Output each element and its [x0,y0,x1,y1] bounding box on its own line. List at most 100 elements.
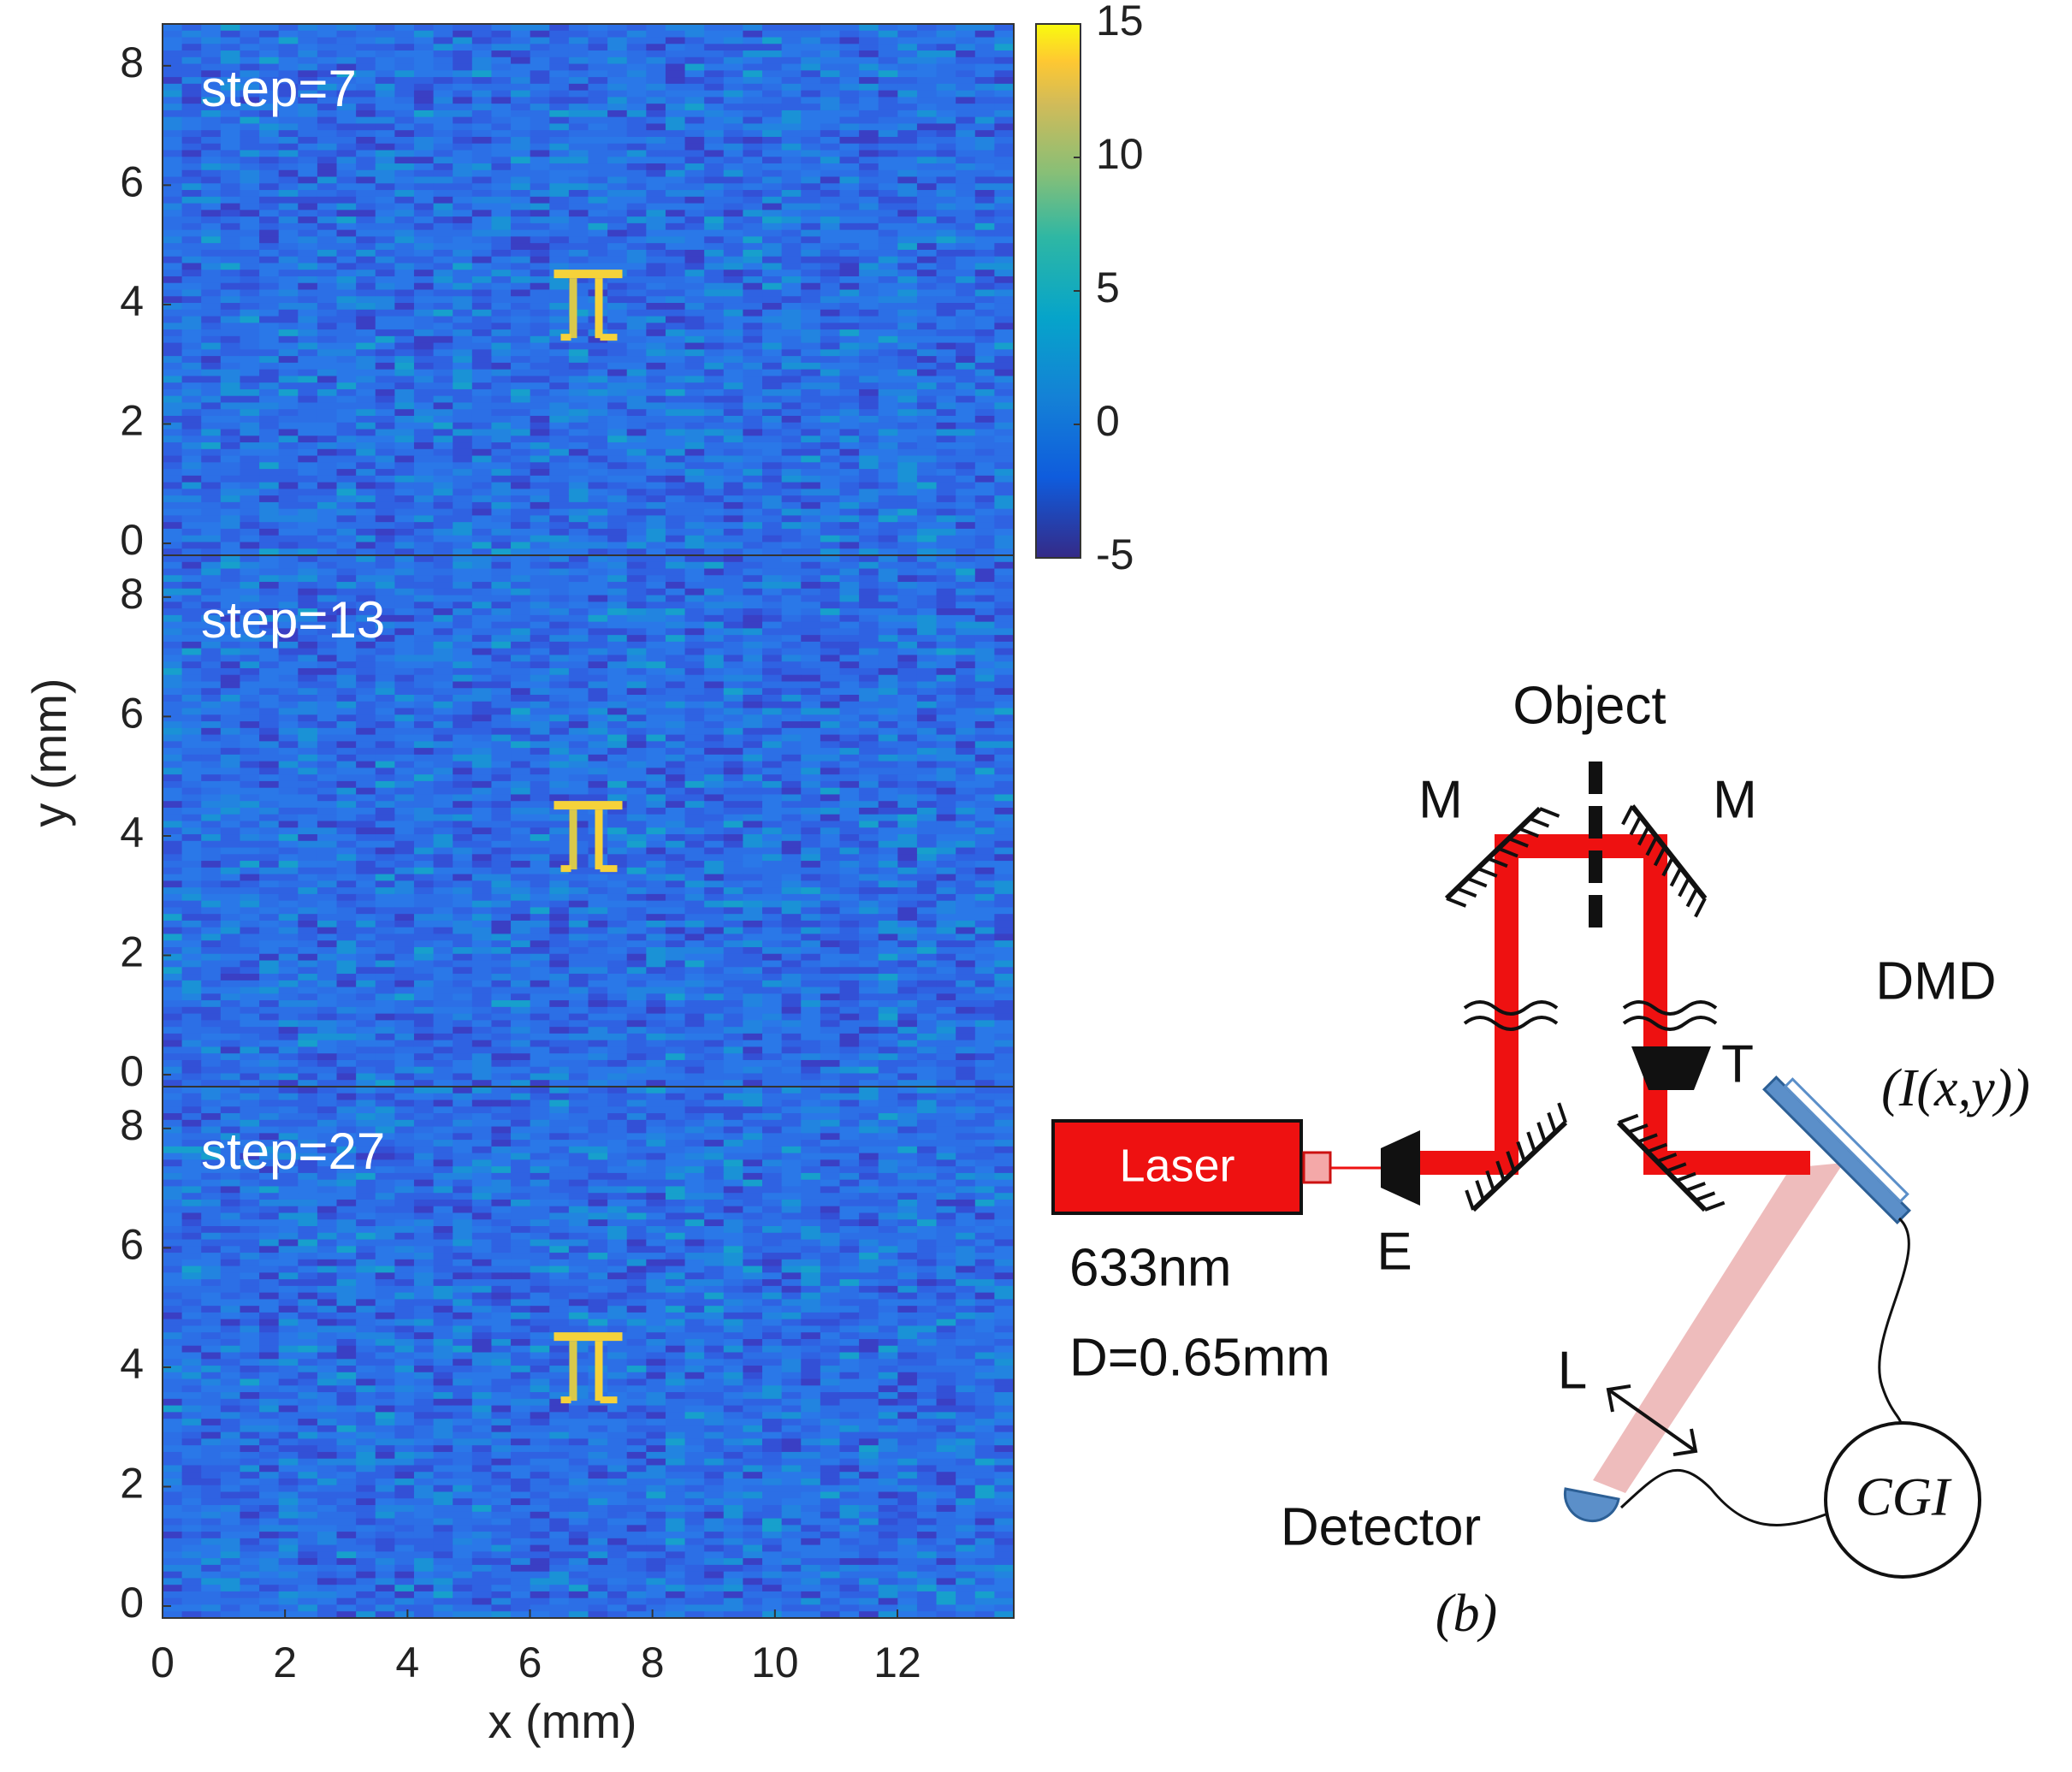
heatmap-cell [317,303,338,311]
heatmap-cell [801,708,821,715]
heatmap-cell [781,648,802,656]
heatmap-cell [684,621,705,629]
heatmap-cell [626,442,647,450]
heatmap-cell [723,608,744,616]
heatmap-cell [684,289,705,297]
heatmap-cell [916,270,938,277]
heatmap-cell [588,196,608,204]
heatmap-cell [607,256,628,264]
heatmap-cell [781,582,802,590]
heatmap-cell [839,110,860,118]
heatmap-cell [433,482,453,489]
heatmap-cell [839,56,860,65]
heatmap-cell [723,203,744,210]
heatmap-cell [511,655,531,662]
heatmap-cell [936,130,956,138]
heatmap-cell [588,395,608,404]
heatmap-cell [916,674,938,683]
heatmap-cell [974,761,995,768]
heatmap-cell [684,303,705,311]
heatmap-cell [897,130,918,138]
heatmap-cell [549,342,570,350]
heatmap-cell [974,489,995,496]
heatmap-cell [626,229,647,237]
heatmap-cell [956,169,976,178]
heatmap-cell [781,110,802,118]
colorbar-tick-label: 5 [1096,264,1120,311]
heatmap-cell [298,369,318,377]
heatmap-cell [646,681,666,689]
heatmap-cell [181,655,202,662]
heatmap-cell [974,356,995,364]
heatmap-cell [491,342,512,350]
heatmap-cell [413,110,435,118]
heatmap-cell [298,714,318,722]
heatmap-cell [394,701,415,709]
heatmap-cell [956,548,976,556]
heatmap-cell [897,436,918,443]
heatmap-cell [511,402,531,410]
heatmap-cell [665,608,686,616]
heatmap-cell [859,595,879,602]
heatmap-cell [956,349,976,357]
heatmap-cell [646,70,666,78]
heatmap-cell [588,123,608,131]
heatmap-cell [201,369,222,377]
heatmap-cell [859,316,879,323]
heatmap-cell [646,588,666,596]
heatmap-cell [375,90,395,98]
heatmap-cell [936,588,956,596]
heatmap-cell [220,216,241,224]
heatmap-cell [723,528,744,536]
heatmap-cell [859,548,879,556]
heatmap-cell [394,229,415,237]
heatmap-cell [897,342,918,350]
heatmap-cell [491,276,512,284]
heatmap-cell [665,282,686,291]
heatmap-cell [298,157,318,164]
heatmap-cell [839,203,860,210]
heatmap-cell [704,303,725,311]
heatmap-cell [607,356,628,364]
heatmap-cell [684,708,705,715]
heatmap-cell [356,482,376,489]
heatmap-cell [220,110,241,118]
heatmap-cell [956,90,976,98]
heatmap-cell [936,263,956,270]
heatmap-cell [588,448,608,457]
heatmap-cell [936,356,956,364]
heatmap-cell [859,362,879,370]
heatmap-cell [974,77,995,85]
heatmap-cell [878,402,898,410]
heatmap-cell [974,63,995,71]
heatmap-cell [936,641,956,649]
heatmap-cell [916,316,938,323]
heatmap-cell [549,614,570,623]
heatmap-cell [801,436,821,443]
heatmap-cell [259,741,280,749]
heatmap-cell [897,289,918,297]
heatmap-cell [181,674,202,683]
heatmap-cell [878,535,898,543]
heatmap-cell [878,522,898,530]
heatmap-cell [259,695,280,702]
heatmap-cell [394,335,415,344]
heatmap-cell [163,501,183,510]
heatmap-cell [994,628,1015,636]
heatmap-cell [626,169,647,178]
heatmap-cell [743,528,763,536]
heatmap-cell [278,429,299,436]
heatmap-cell [511,555,531,563]
heatmap-cell [549,588,570,596]
heatmap-cell [259,83,280,92]
heatmap-cell [626,575,647,583]
heatmap-cell [878,236,898,244]
heatmap-cell [762,329,783,337]
heatmap-cell [356,203,376,210]
heatmap-cell [723,316,744,323]
heatmap-cell [413,329,435,337]
heatmap-cell [453,176,473,184]
heatmap-cell [163,50,183,58]
heatmap-cell [897,309,918,317]
heatmap-cell [762,83,783,92]
